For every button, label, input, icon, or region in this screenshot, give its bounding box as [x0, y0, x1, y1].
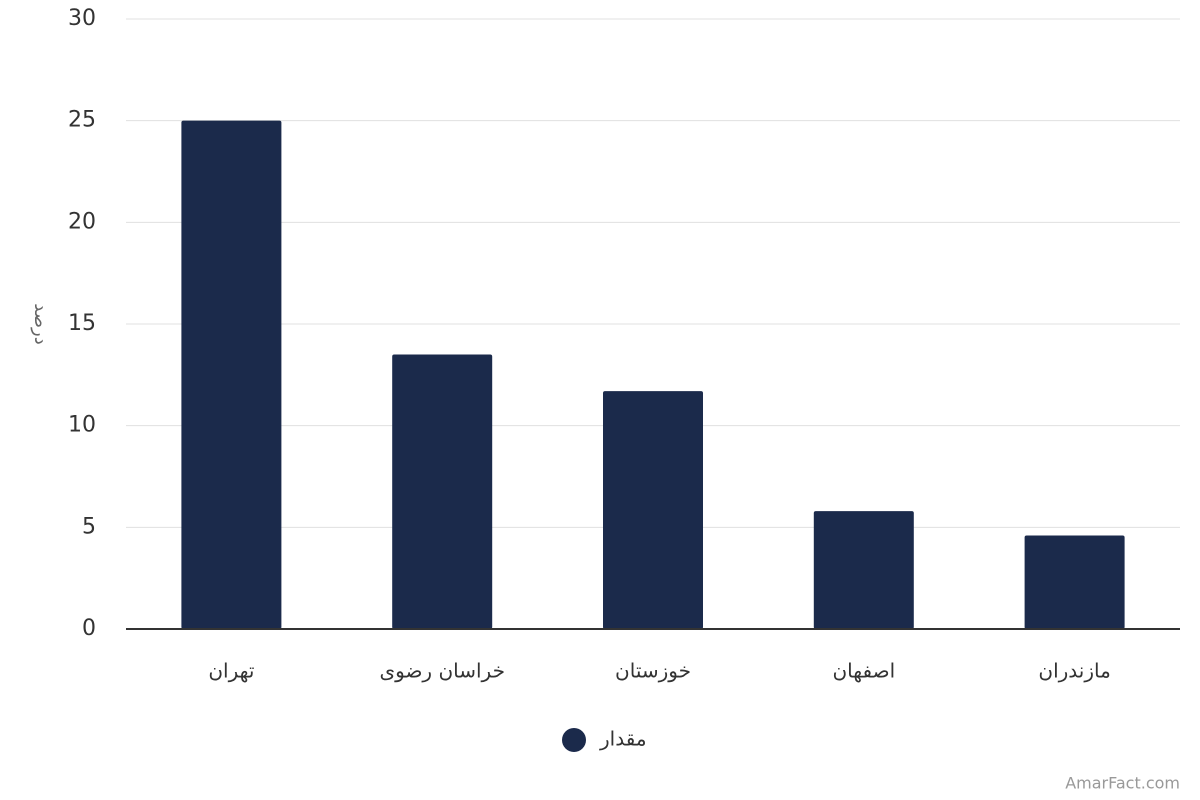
x-tick-label: اصفهان — [832, 659, 895, 683]
y-tick-label: 0 — [82, 616, 96, 641]
y-tick-label: 25 — [68, 108, 96, 133]
legend-label[interactable]: مقدار — [599, 727, 647, 751]
legend-marker[interactable] — [562, 728, 586, 752]
bar[interactable] — [181, 120, 282, 630]
x-tick-label: تهران — [208, 659, 254, 683]
x-tick-label: مازندران — [1038, 659, 1110, 683]
bar[interactable] — [813, 511, 914, 629]
y-tick-label: 5 — [82, 514, 96, 539]
y-tick-label: 15 — [68, 311, 96, 336]
y-tick-label: 10 — [68, 413, 96, 438]
x-tick-label: خوزستان — [615, 659, 691, 683]
y-tick-label: 20 — [68, 209, 96, 234]
bar[interactable] — [1024, 535, 1125, 629]
y-tick-label: 30 — [68, 6, 96, 31]
y-axis-label: درصد — [30, 303, 51, 344]
credit: AmarFact.com — [1065, 774, 1180, 793]
bar[interactable] — [392, 354, 493, 630]
bar[interactable] — [603, 391, 703, 629]
x-tick-label: خراسان رضوی — [379, 659, 504, 683]
